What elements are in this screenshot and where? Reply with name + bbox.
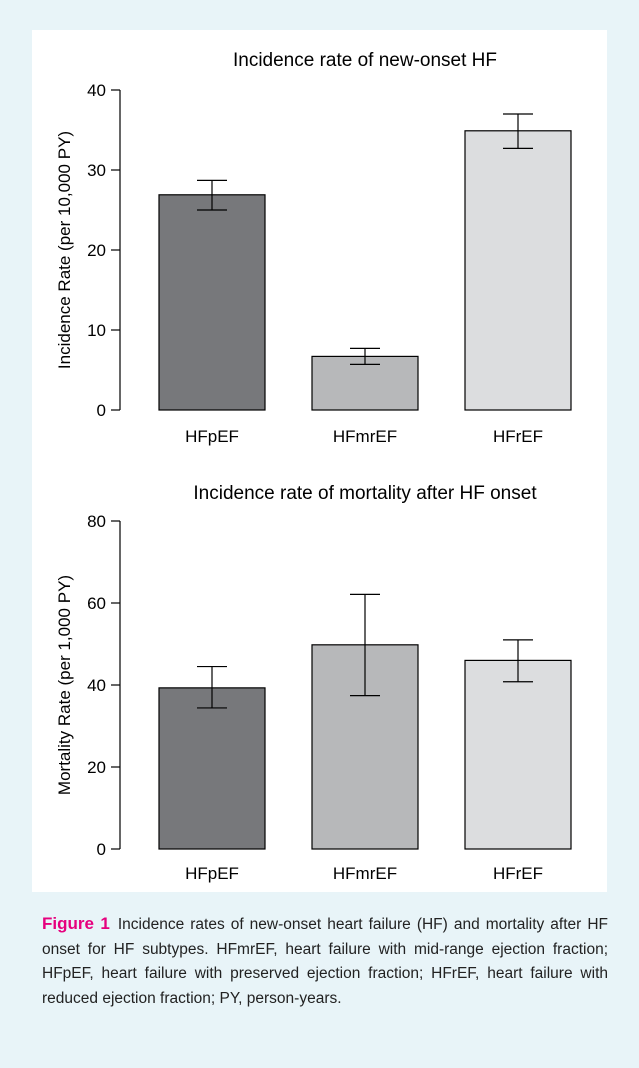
chart-1-y-axis-label: Incidence Rate (per 10,000 PY) xyxy=(55,131,74,369)
figure-caption: Figure 1 Incidence rates of new-onset hea… xyxy=(42,912,608,1011)
chart-area: Incidence rate of new-onset HF 0 10 20 30 40 I… xyxy=(32,30,607,892)
chart-2-y-tick-label: 40 xyxy=(87,676,106,695)
bar-charts-svg: Incidence rate of new-onset HF 0 10 20 30 40 I… xyxy=(55,50,572,883)
chart-2-bar-hfpef xyxy=(158,687,266,850)
chart-2-category-label-hfpef: HFpEF xyxy=(185,864,239,883)
chart-2-y-tick-label: 80 xyxy=(87,512,106,531)
chart-1-y-tick-label: 10 xyxy=(87,321,106,340)
chart-1-category-label-hfpef: HFpEF xyxy=(185,427,239,446)
chart-1-title: Incidence rate of new-onset HF xyxy=(233,50,497,71)
chart-1-category-label-hfmref: HFmrEF xyxy=(333,427,397,446)
chart-1-y-tick-label: 30 xyxy=(87,161,106,180)
figure-label: Figure 1 xyxy=(42,914,110,933)
chart-2-category-label-hfref: HFrEF xyxy=(493,864,543,883)
chart-1-y-tick-label: 20 xyxy=(87,241,106,260)
chart-2-category-label-hfmref: HFmrEF xyxy=(333,864,397,883)
chart-2-y-tick-label: 60 xyxy=(87,594,106,613)
chart-1-bar-hfref xyxy=(464,130,572,411)
chart-2-bar-hfref xyxy=(464,659,572,850)
chart-2-y-axis-label: Mortality Rate (per 1,000 PY) xyxy=(55,575,74,795)
chart-1-category-label-hfref: HFrEF xyxy=(493,427,543,446)
chart-1-y-tick-label: 40 xyxy=(87,81,106,100)
chart-2-title: Incidence rate of mortality after HF ons… xyxy=(193,483,537,504)
chart-1-bar-hfmref xyxy=(311,355,419,411)
caption-text: Incidence rates of new-onset heart failu… xyxy=(42,916,609,1007)
chart-2-y-tick-label: 20 xyxy=(87,758,106,777)
chart-2-y-tick-label: 0 xyxy=(97,840,106,859)
chart-1-bar-hfpef xyxy=(158,194,266,411)
chart-1-y-tick-label: 0 xyxy=(97,401,106,420)
